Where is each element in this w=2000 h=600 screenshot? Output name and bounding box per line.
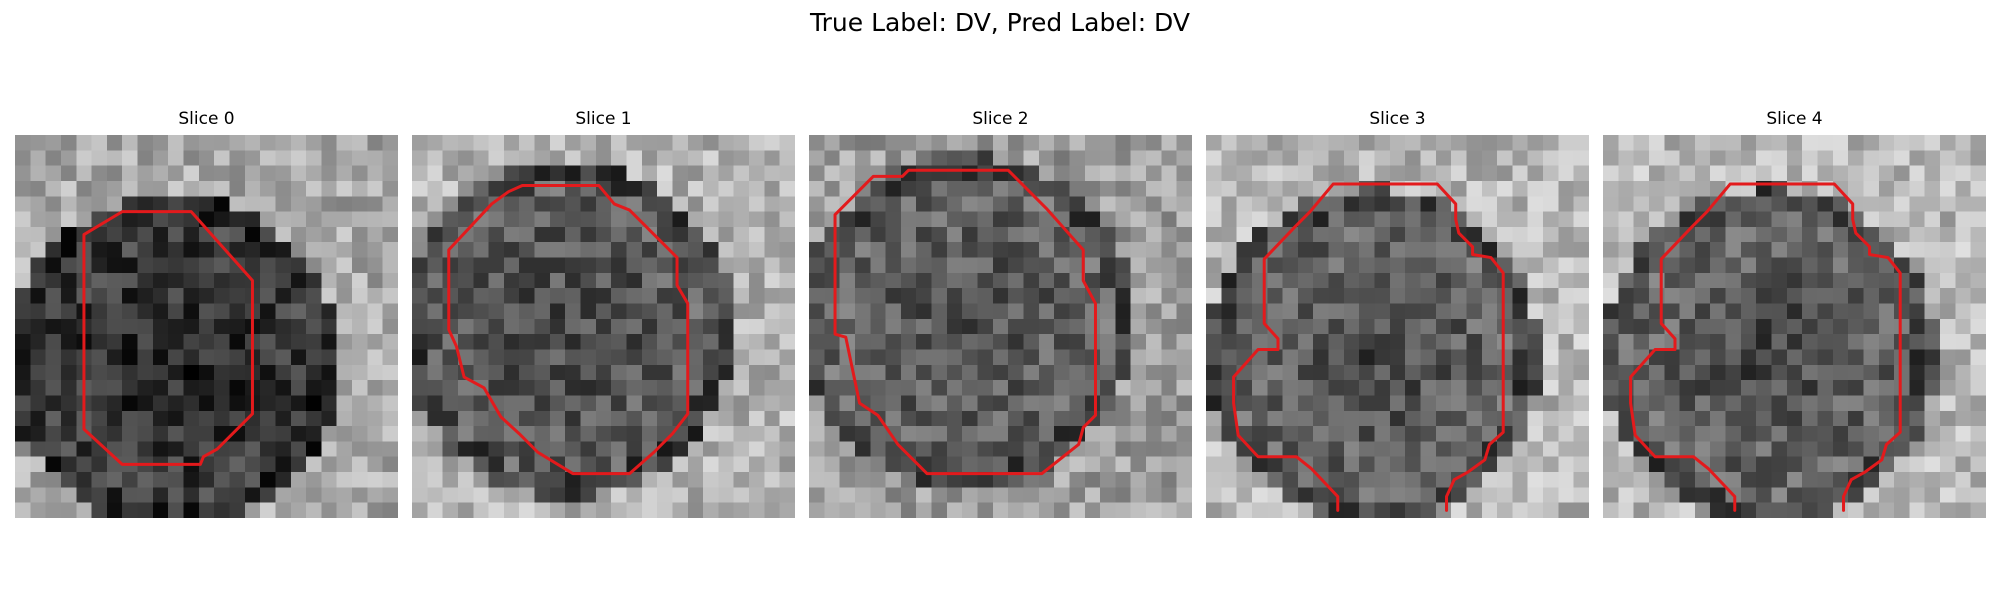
slice-title: Slice 1 bbox=[575, 109, 632, 129]
slice-title: Slice 3 bbox=[1369, 109, 1426, 129]
segmentation-contour-overlay bbox=[1603, 135, 1986, 518]
slice-image bbox=[412, 135, 795, 518]
segmentation-contour-overlay bbox=[412, 135, 795, 518]
contour-line bbox=[84, 212, 253, 465]
slice-title: Slice 2 bbox=[972, 109, 1029, 129]
slice-panel-4: Slice 4 bbox=[1603, 108, 1986, 518]
contour-line bbox=[449, 186, 688, 474]
segmentation-contour-overlay bbox=[15, 135, 398, 518]
segmentation-contour-overlay bbox=[809, 135, 1192, 518]
slice-panel-2: Slice 2 bbox=[809, 108, 1192, 518]
slice-title: Slice 0 bbox=[178, 109, 235, 129]
slice-panel-0: Slice 0 bbox=[15, 108, 398, 518]
slice-image bbox=[809, 135, 1192, 518]
contour-line bbox=[1631, 184, 1901, 510]
figure-title: True Label: DV, Pred Label: DV bbox=[810, 8, 1190, 37]
slice-image bbox=[1206, 135, 1589, 518]
contour-line bbox=[835, 170, 1095, 473]
slice-panel-3: Slice 3 bbox=[1206, 108, 1589, 518]
slice-panel-1: Slice 1 bbox=[412, 108, 795, 518]
contour-line bbox=[1234, 184, 1504, 510]
slice-title: Slice 4 bbox=[1766, 109, 1823, 129]
segmentation-contour-overlay bbox=[1206, 135, 1589, 518]
slice-image bbox=[1603, 135, 1986, 518]
